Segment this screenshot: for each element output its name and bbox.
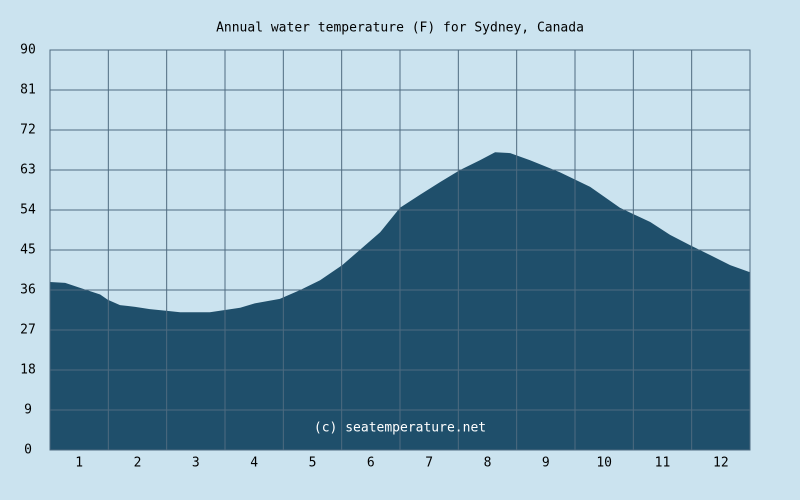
annotation: (c) seatemperature.net <box>314 421 486 436</box>
y-tick-label: 45 <box>20 243 36 258</box>
x-tick-label: 9 <box>542 456 550 471</box>
y-tick-label: 54 <box>20 203 36 218</box>
y-tick-label: 0 <box>24 443 32 458</box>
x-tick-label: 5 <box>309 456 317 471</box>
y-tick-label: 63 <box>20 163 36 178</box>
x-tick-label: 2 <box>134 456 142 471</box>
y-tick-label: 90 <box>20 43 36 58</box>
x-tick-label: 4 <box>250 456 258 471</box>
x-tick-label: 12 <box>713 456 729 471</box>
x-tick-label: 3 <box>192 456 200 471</box>
x-tick-label: 8 <box>484 456 492 471</box>
plot-frame <box>49 49 751 451</box>
x-tick-label: 1 <box>75 456 83 471</box>
x-tick-label: 10 <box>596 456 612 471</box>
y-tick-label: 81 <box>20 83 36 98</box>
y-tick-label: 27 <box>20 323 36 338</box>
y-tick-label: 9 <box>24 403 32 418</box>
y-tick-label: 36 <box>20 283 36 298</box>
x-tick-label: 11 <box>655 456 671 471</box>
x-tick-label: 6 <box>367 456 375 471</box>
chart-title: Annual water temperature (F) for Sydney,… <box>216 21 584 36</box>
y-tick-label: 72 <box>20 123 36 138</box>
y-tick-label: 18 <box>20 363 36 378</box>
x-tick-label: 7 <box>425 456 433 471</box>
